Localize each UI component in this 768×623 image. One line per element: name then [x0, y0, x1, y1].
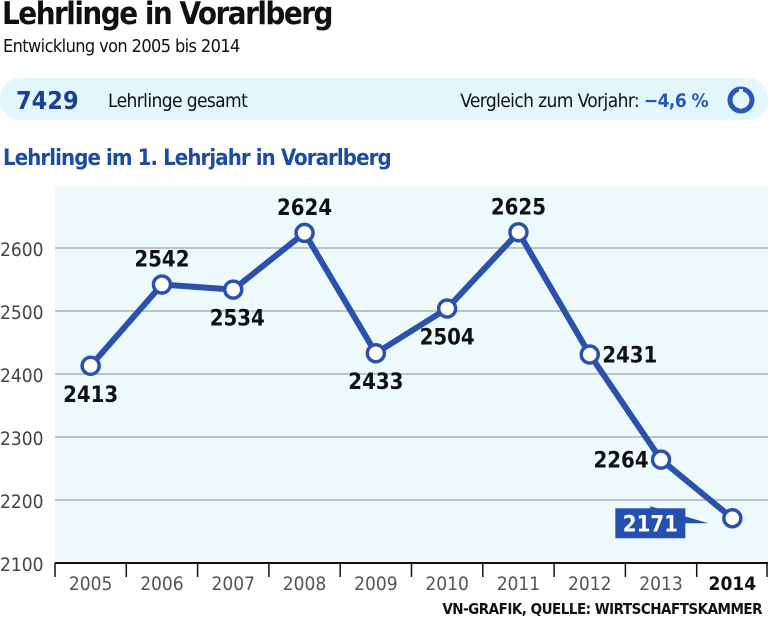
- highlight-label-box: [615, 508, 686, 539]
- data-label: 2504: [420, 325, 475, 350]
- x-tick-label: 2013: [639, 573, 683, 595]
- data-point: [365, 342, 387, 364]
- data-label: 2534: [210, 307, 265, 332]
- y-tick-label: 2500: [0, 302, 44, 324]
- data-point: [80, 355, 101, 377]
- y-tick-label: 2200: [0, 491, 44, 513]
- chart-title: Lehrlinge im 1. Lehrjahr in Vorarlberg: [3, 146, 392, 171]
- data-point: [223, 279, 244, 300]
- x-tick-label: 2010: [425, 573, 469, 595]
- series-line: [88, 229, 735, 521]
- x-tick-label: 2005: [69, 573, 113, 595]
- comparison: Vergleich zum Vorjahr: −4,6 %: [460, 90, 708, 112]
- y-tick-label: 2100: [0, 554, 44, 576]
- down-arrow-circle-icon: [727, 86, 755, 114]
- total-label: Lehrlinge gesamt: [108, 90, 248, 112]
- data-point: [436, 298, 458, 319]
- comparison-value: −4,6 %: [643, 90, 709, 112]
- x-tick-label: 2008: [283, 573, 327, 595]
- data-label: 2624: [277, 196, 332, 221]
- data-point: [650, 449, 672, 470]
- y-tick-label: 2600: [0, 239, 44, 261]
- data-point: [722, 508, 743, 529]
- page-subtitle: Entwicklung von 2005 bis 2014: [3, 36, 240, 57]
- data-label: 2433: [348, 370, 403, 395]
- data-point: [294, 222, 315, 244]
- data-label: 2413: [63, 383, 118, 408]
- data-label: 2431: [602, 343, 657, 368]
- y-tick-label: 2400: [0, 365, 44, 387]
- total-value: 7429: [16, 86, 79, 115]
- comparison-label: Vergleich zum Vorjahr:: [460, 90, 640, 112]
- x-tick-label: 2014: [709, 573, 757, 595]
- page-title: Lehrlinge in Vorarlberg: [2, 0, 334, 32]
- data-point: [151, 274, 173, 295]
- data-point: [579, 344, 600, 365]
- x-tick-label: 2011: [497, 573, 541, 595]
- x-tick-label: 2007: [212, 573, 256, 595]
- data-label: 2542: [134, 248, 189, 273]
- x-tick-label: 2009: [354, 573, 398, 595]
- x-tick-label: 2006: [140, 573, 184, 595]
- data-point: [508, 222, 529, 243]
- data-label: 2264: [594, 449, 649, 474]
- data-label: 2625: [491, 195, 546, 220]
- summary-bar: [0, 78, 768, 120]
- y-tick-label: 2300: [0, 428, 44, 450]
- data-label: 2171: [623, 512, 678, 537]
- x-tick-label: 2012: [568, 573, 612, 595]
- source-note: VN-GRAFIK, QUELLE: WIRTSCHAFTSKAMMER: [442, 600, 762, 618]
